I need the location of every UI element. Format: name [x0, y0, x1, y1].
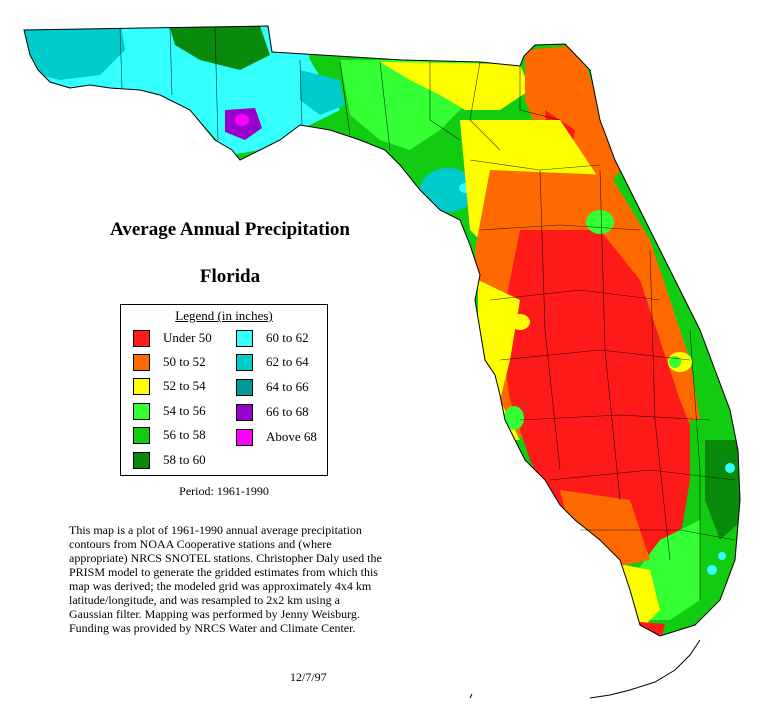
description-line: Gaussian filter. Mapping was performed b…: [69, 607, 360, 621]
description-line: Funding was provided by NRCS Water and C…: [69, 621, 356, 635]
legend-label: 52 to 54: [163, 378, 206, 393]
legend-item-60-62: 60 to 62: [236, 329, 309, 347]
period-label: Period: 1961-1990: [179, 484, 269, 498]
legend-label: 64 to 66: [266, 379, 309, 394]
legend-item-52-54: 52 to 54: [133, 377, 206, 395]
legend-swatch: [133, 377, 150, 395]
florida-keys: [469, 639, 701, 699]
legend-item-above-68: Above 68: [236, 428, 317, 446]
legend-item-under-50: Under 50: [133, 329, 212, 347]
description-line: appropriate) NRCS SNOTEL stations. Chris…: [69, 551, 382, 565]
map-title: Average Annual Precipitation: [110, 219, 350, 240]
description-line: contours from NOAA Cooperative stations …: [69, 537, 332, 551]
legend-item-56-58: 56 to 58: [133, 426, 206, 444]
legend-label: 58 to 60: [163, 452, 206, 467]
state-outline: [23, 25, 741, 637]
legend-label: Above 68: [266, 429, 317, 444]
legend-box: Legend (in inches) Under 50 50 to 52 52 …: [120, 304, 328, 476]
legend-label: 62 to 64: [266, 354, 309, 369]
legend-swatch: [133, 451, 150, 469]
legend-swatch: [133, 402, 150, 420]
legend-swatch: [236, 329, 253, 347]
legend-swatch: [236, 378, 253, 396]
legend-swatch: [133, 329, 150, 347]
description-text: This map is a plot of 1961-1990 annual a…: [69, 523, 439, 635]
legend-swatch: [133, 426, 150, 444]
legend-title: Legend (in inches): [175, 308, 273, 323]
legend-label: 60 to 62: [266, 330, 309, 345]
date-label: 12/7/97: [290, 670, 327, 684]
legend-swatch: [133, 353, 150, 371]
legend-label: Under 50: [163, 330, 212, 345]
legend-label: 66 to 68: [266, 404, 309, 419]
description-line: map was derived; the modeled grid was ap…: [69, 579, 372, 593]
legend-label: 50 to 52: [163, 354, 206, 369]
legend-label: 54 to 56: [163, 403, 206, 418]
legend-swatch: [236, 428, 253, 446]
legend-item-66-68: 66 to 68: [236, 403, 309, 421]
legend-swatch: [236, 403, 253, 421]
map-subtitle: Florida: [199, 266, 261, 287]
county-lines: [119, 27, 736, 600]
legend-item-54-56: 54 to 56: [133, 402, 206, 420]
description-line: This map is a plot of 1961-1990 annual a…: [69, 523, 362, 537]
legend-label: 56 to 58: [163, 427, 206, 442]
legend-swatch: [236, 353, 253, 371]
legend-item-62-64: 62 to 64: [236, 353, 309, 371]
description-line: latitude/longitude, and was resampled to…: [69, 593, 340, 607]
legend-item-50-52: 50 to 52: [133, 353, 206, 371]
description-line: PRISM model to generate the gridded esti…: [69, 565, 378, 579]
legend-item-58-60: 58 to 60: [133, 451, 206, 469]
legend-item-64-66: 64 to 66: [236, 378, 309, 396]
